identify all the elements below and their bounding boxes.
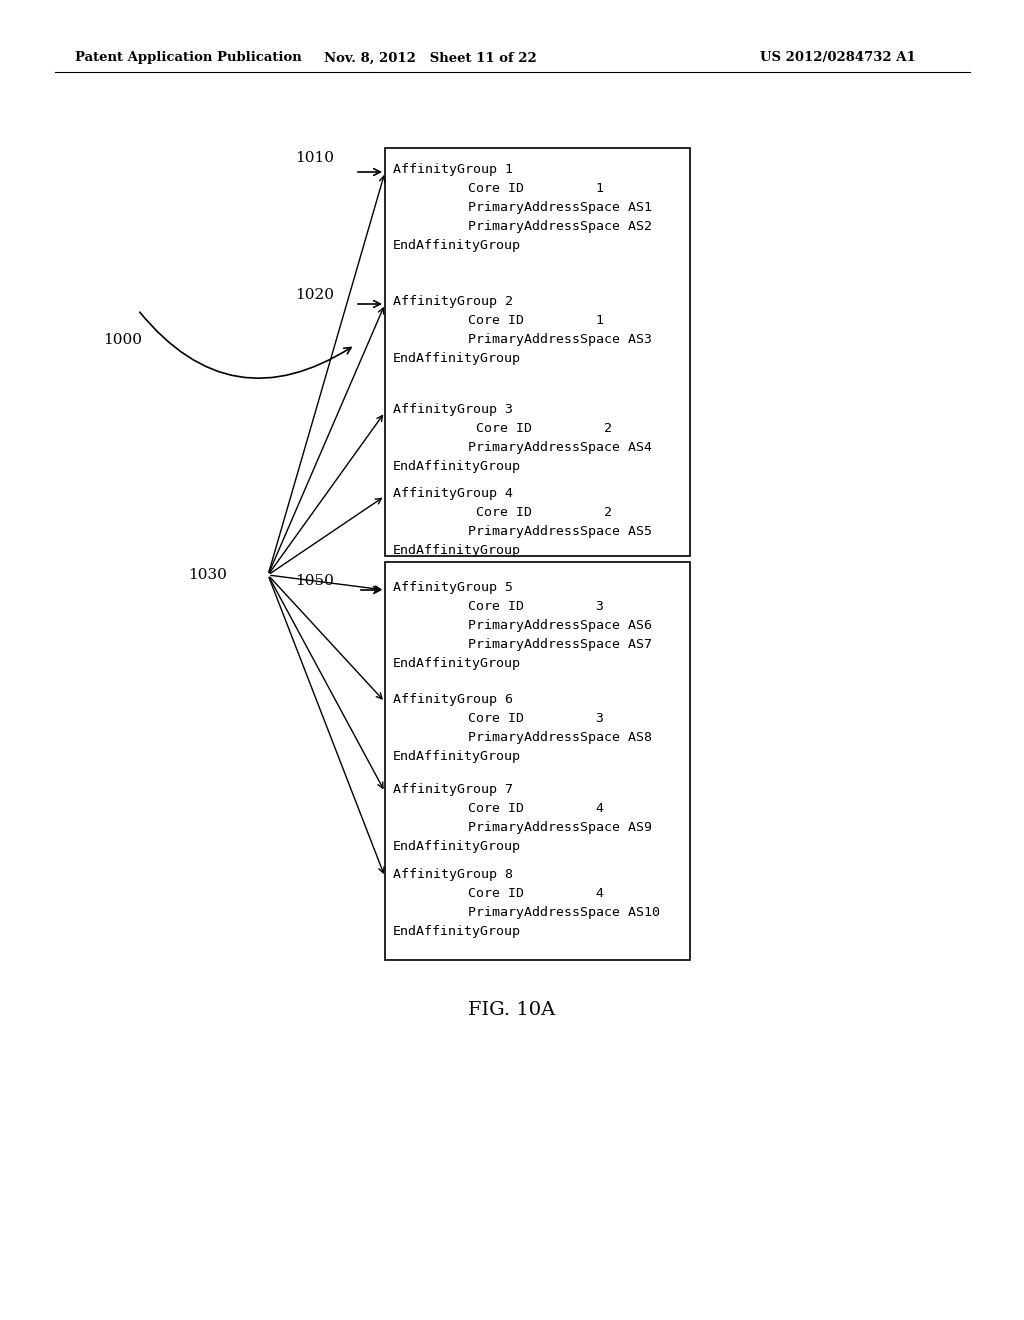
Text: AffinityGroup 5: AffinityGroup 5: [393, 581, 513, 594]
Text: EndAffinityGroup: EndAffinityGroup: [393, 544, 521, 557]
Text: Core ID         3: Core ID 3: [468, 601, 604, 612]
Text: Core ID         1: Core ID 1: [468, 182, 604, 195]
Text: Core ID         2: Core ID 2: [468, 422, 612, 436]
Text: PrimaryAddressSpace AS8: PrimaryAddressSpace AS8: [468, 731, 652, 744]
Text: 1030: 1030: [188, 568, 227, 582]
Text: EndAffinityGroup: EndAffinityGroup: [393, 352, 521, 366]
Text: AffinityGroup 6: AffinityGroup 6: [393, 693, 513, 706]
Text: 1020: 1020: [295, 288, 334, 302]
Text: PrimaryAddressSpace AS4: PrimaryAddressSpace AS4: [468, 441, 652, 454]
Text: US 2012/0284732 A1: US 2012/0284732 A1: [760, 51, 915, 65]
Bar: [385, 148, 690, 556]
Text: PrimaryAddressSpace AS7: PrimaryAddressSpace AS7: [468, 638, 652, 651]
Text: AffinityGroup 8: AffinityGroup 8: [393, 869, 513, 880]
Text: FIG. 10A: FIG. 10A: [468, 1001, 556, 1019]
Text: PrimaryAddressSpace AS10: PrimaryAddressSpace AS10: [468, 906, 660, 919]
Text: Core ID         2: Core ID 2: [468, 506, 612, 519]
Text: Core ID         3: Core ID 3: [468, 711, 604, 725]
Text: EndAffinityGroup: EndAffinityGroup: [393, 750, 521, 763]
Text: AffinityGroup 3: AffinityGroup 3: [393, 403, 513, 416]
Text: PrimaryAddressSpace AS5: PrimaryAddressSpace AS5: [468, 525, 652, 539]
Text: PrimaryAddressSpace AS3: PrimaryAddressSpace AS3: [468, 333, 652, 346]
Text: PrimaryAddressSpace AS2: PrimaryAddressSpace AS2: [468, 220, 652, 234]
Text: AffinityGroup 7: AffinityGroup 7: [393, 783, 513, 796]
Text: PrimaryAddressSpace AS1: PrimaryAddressSpace AS1: [468, 201, 652, 214]
Text: 1000: 1000: [103, 333, 142, 347]
Text: EndAffinityGroup: EndAffinityGroup: [393, 239, 521, 252]
Text: AffinityGroup 1: AffinityGroup 1: [393, 162, 513, 176]
Text: 1010: 1010: [295, 150, 334, 165]
Text: Core ID         4: Core ID 4: [468, 803, 604, 814]
Text: Nov. 8, 2012   Sheet 11 of 22: Nov. 8, 2012 Sheet 11 of 22: [324, 51, 537, 65]
Text: 1050: 1050: [295, 574, 334, 587]
Bar: [385, 562, 690, 960]
Text: EndAffinityGroup: EndAffinityGroup: [393, 840, 521, 853]
Text: Core ID         1: Core ID 1: [468, 314, 604, 327]
Text: Core ID         4: Core ID 4: [468, 887, 604, 900]
Text: AffinityGroup 4: AffinityGroup 4: [393, 487, 513, 500]
Text: EndAffinityGroup: EndAffinityGroup: [393, 925, 521, 939]
Text: PrimaryAddressSpace AS9: PrimaryAddressSpace AS9: [468, 821, 652, 834]
Text: EndAffinityGroup: EndAffinityGroup: [393, 657, 521, 671]
Text: AffinityGroup 2: AffinityGroup 2: [393, 294, 513, 308]
Text: EndAffinityGroup: EndAffinityGroup: [393, 459, 521, 473]
Text: Patent Application Publication: Patent Application Publication: [75, 51, 302, 65]
Text: PrimaryAddressSpace AS6: PrimaryAddressSpace AS6: [468, 619, 652, 632]
